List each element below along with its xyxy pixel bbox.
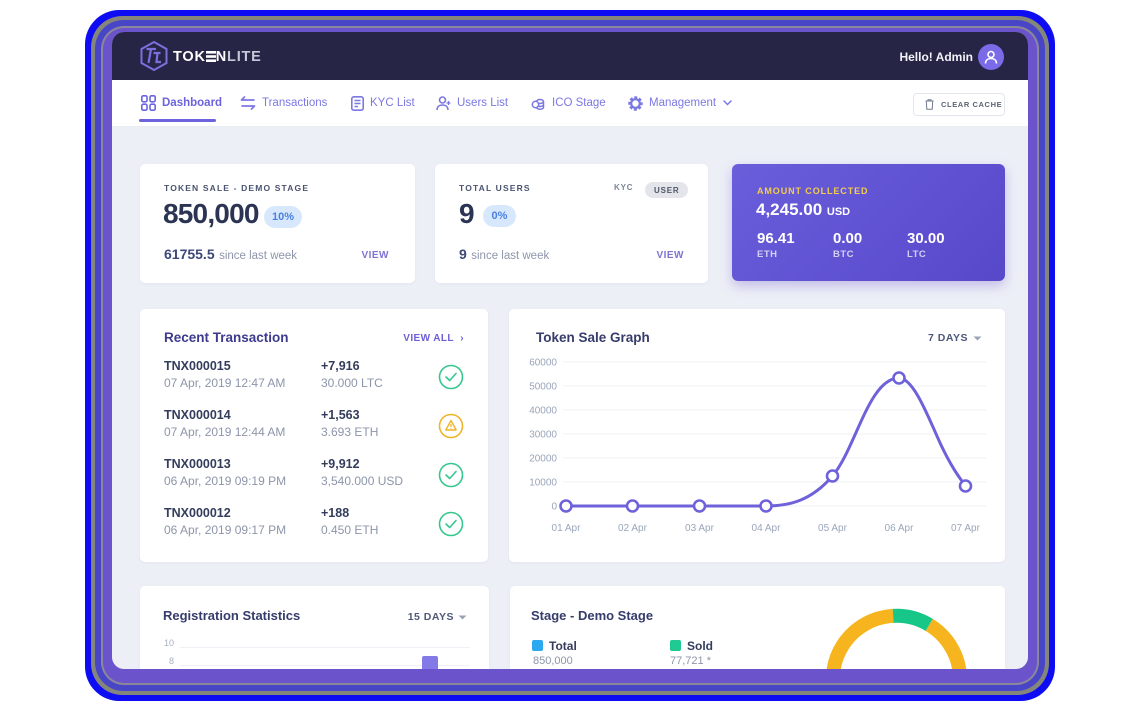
svg-text:07 Apr: 07 Apr — [951, 523, 981, 534]
svg-text:30000: 30000 — [529, 430, 557, 441]
svg-text:03 Apr: 03 Apr — [685, 523, 715, 534]
svg-text:05 Apr: 05 Apr — [818, 523, 848, 534]
svg-text:01 Apr: 01 Apr — [552, 523, 582, 534]
svg-text:06 Apr: 06 Apr — [885, 523, 915, 534]
svg-text:0: 0 — [551, 502, 557, 513]
svg-text:02 Apr: 02 Apr — [618, 523, 648, 534]
svg-text:04 Apr: 04 Apr — [752, 523, 782, 534]
svg-text:40000: 40000 — [529, 406, 557, 417]
svg-text:60000: 60000 — [529, 358, 557, 369]
svg-text:10000: 10000 — [529, 478, 557, 489]
svg-text:20000: 20000 — [529, 454, 557, 465]
svg-text:50000: 50000 — [529, 382, 557, 393]
